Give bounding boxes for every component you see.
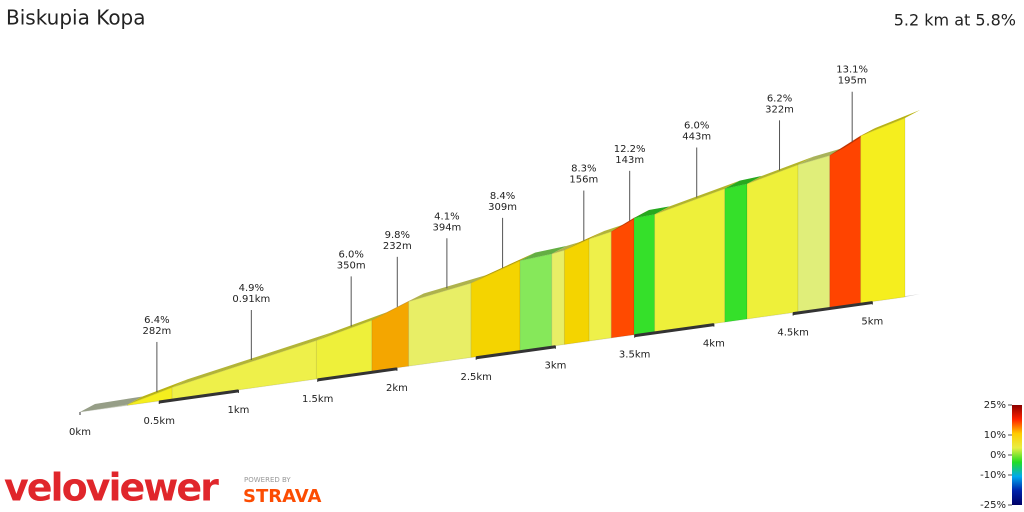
segment <box>633 213 656 336</box>
segment <box>551 249 565 347</box>
length-label: 156m <box>569 175 598 186</box>
segment <box>610 217 635 339</box>
chart-subtitle: 5.2 km at 5.8% <box>894 11 1016 30</box>
segment-top-shade <box>80 396 143 412</box>
length-label: 443m <box>682 132 711 143</box>
segment-top <box>551 242 580 254</box>
segment <box>829 135 862 309</box>
length-label: 232m <box>383 241 412 252</box>
segment-top <box>589 223 627 239</box>
segment-top-shade <box>724 175 763 189</box>
segment-top-shade <box>860 109 920 136</box>
length-label: 195m <box>838 76 867 87</box>
scale-label: 25% <box>984 400 1006 411</box>
gradient-label: 8.4% <box>490 191 515 202</box>
segment <box>797 154 831 313</box>
segment-top <box>172 332 332 388</box>
segment-top <box>860 109 920 136</box>
x-tick-label: 4.5km <box>777 328 808 339</box>
segment <box>746 164 799 320</box>
gradient-label: 6.2% <box>767 93 792 104</box>
length-label: 143m <box>615 155 644 166</box>
gradient-label: 4.9% <box>239 283 264 294</box>
segment-top-shade <box>471 252 536 284</box>
segment <box>563 238 590 346</box>
gradient-label: 4.1% <box>434 211 459 222</box>
segment <box>724 183 748 323</box>
length-label: 282m <box>142 326 171 337</box>
x-tick-label: 3km <box>544 361 566 372</box>
length-label: 394m <box>432 222 461 233</box>
segment <box>371 300 410 372</box>
segment-top <box>634 206 670 219</box>
segment <box>408 282 472 367</box>
km-band <box>475 345 556 360</box>
segment-top <box>471 252 536 284</box>
gradient-label: 8.3% <box>571 164 596 175</box>
x-tick-label: 4km <box>703 339 725 350</box>
segment <box>519 253 553 352</box>
length-label: 309m <box>488 202 517 213</box>
gradient-label: 6.4% <box>144 315 169 326</box>
powered-by: POWERED BY <box>244 476 291 484</box>
segment-top <box>724 175 763 189</box>
gradient-label: 6.0% <box>338 249 363 260</box>
color-scale <box>1012 405 1022 505</box>
x-tick-label: 5km <box>861 317 883 328</box>
segment-top-shade <box>589 223 627 239</box>
scale-label: 10% <box>984 430 1006 441</box>
brand-logo: veloviewer <box>4 466 219 510</box>
segment-top-shade <box>172 332 332 388</box>
segment-top-shade <box>520 245 567 261</box>
segment <box>470 259 521 359</box>
segment <box>171 339 317 400</box>
x-tick-label: 2.5km <box>460 372 491 383</box>
x-tick-label: 1.5km <box>302 394 333 405</box>
segment <box>588 230 612 342</box>
segment <box>127 386 173 406</box>
segment-top <box>520 245 567 261</box>
scale-label: -10% <box>980 470 1006 481</box>
km-band <box>792 301 873 316</box>
gradient-label: 12.2% <box>614 144 646 155</box>
scale-label: -25% <box>980 500 1006 511</box>
segment-top-shade <box>551 242 580 254</box>
gradient-label: 9.8% <box>385 230 410 241</box>
segment-top-shade <box>634 206 670 219</box>
segment-top-shade <box>798 147 845 165</box>
length-label: 322m <box>765 104 794 115</box>
km-band <box>634 323 715 338</box>
segment <box>860 117 906 304</box>
length-label: 350m <box>337 260 366 271</box>
chart-title: Biskupia Kopa <box>6 6 146 30</box>
length-label: 0.91km <box>232 294 270 305</box>
gradient-label: 13.1% <box>836 65 868 76</box>
x-tick-label: 3.5km <box>619 350 650 361</box>
km-band <box>159 389 239 404</box>
gradient-label: 6.0% <box>684 121 709 132</box>
segment-top <box>80 396 143 412</box>
x-tick-label: 0km <box>69 427 91 438</box>
scale-label: 0% <box>990 450 1006 461</box>
segment-top <box>798 147 845 165</box>
km-band <box>317 367 398 382</box>
x-tick-label: 1km <box>228 405 250 416</box>
strava-logo: STRAVA <box>243 486 322 507</box>
x-tick-label: 0.5km <box>144 416 175 427</box>
x-tick-label: 2km <box>386 383 408 394</box>
